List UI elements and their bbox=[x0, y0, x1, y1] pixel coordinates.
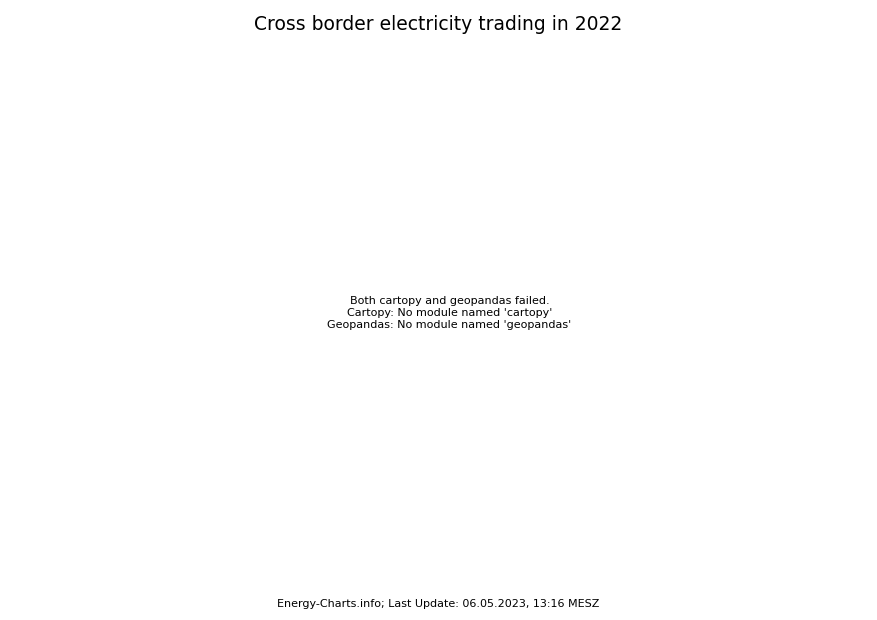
Text: Cross border electricity trading in 2022: Cross border electricity trading in 2022 bbox=[254, 16, 623, 35]
Text: Energy-Charts.info; Last Update: 06.05.2023, 13:16 MESZ: Energy-Charts.info; Last Update: 06.05.2… bbox=[277, 599, 600, 609]
Text: Both cartopy and geopandas failed.
Cartopy: No module named 'cartopy'
Geopandas:: Both cartopy and geopandas failed. Carto… bbox=[327, 296, 572, 330]
